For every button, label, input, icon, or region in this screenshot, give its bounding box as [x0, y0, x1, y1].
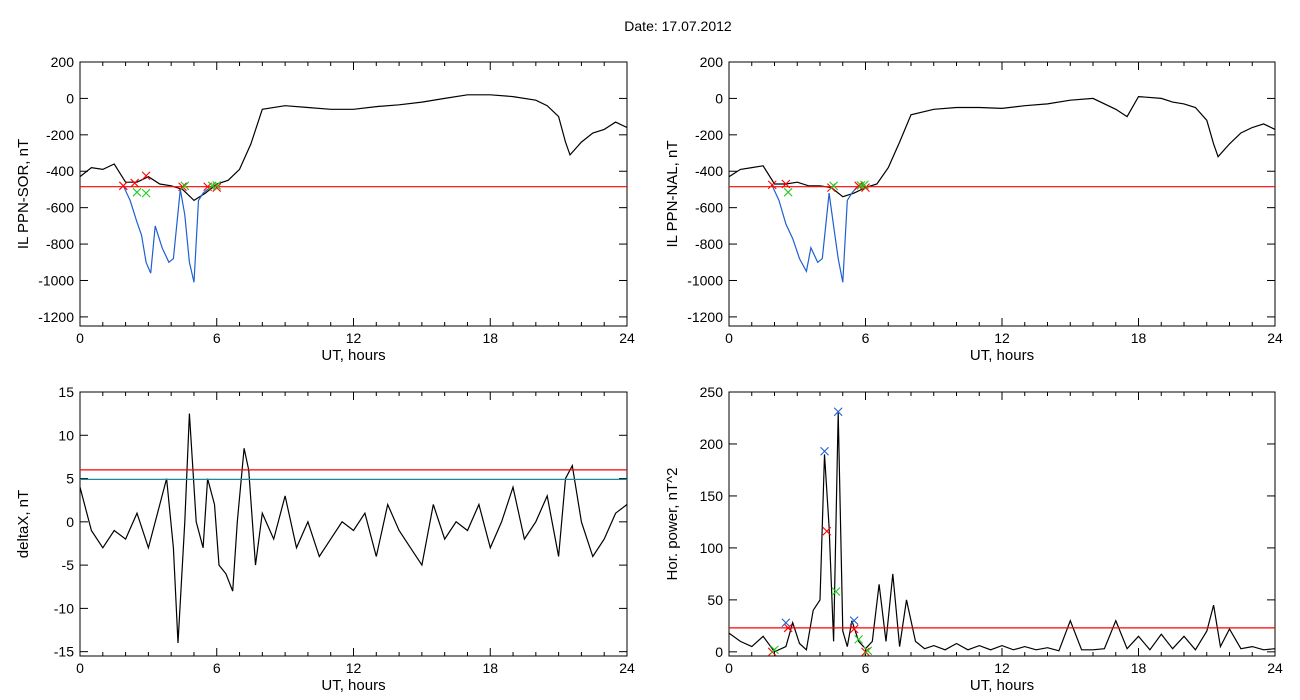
panel-2-marker-2 [859, 180, 869, 190]
panel-2-marker-2 [856, 181, 866, 190]
panel-2-ytick-label: -800 [695, 236, 723, 252]
panel-1-ytick-label: -800 [46, 236, 74, 252]
panel-4-ytick-label: 200 [700, 436, 724, 452]
panel-2-marker-2 [829, 181, 839, 191]
panel-1-xtick-label: 0 [76, 330, 84, 346]
panel-3-series-1 [80, 413, 627, 644]
panel-4-ytick-label: 250 [700, 384, 724, 400]
panel-1-marker-1 [212, 183, 222, 193]
panel-4-marker-3 [831, 587, 841, 596]
panel-2-frame [728, 61, 1276, 327]
panel-4-series-1 [729, 412, 1275, 653]
panel-4-marker-2 [820, 446, 829, 456]
panel-4-ytick-label: 0 [715, 644, 723, 660]
panel-4-xtick-label: 12 [994, 660, 1010, 676]
panel-3-ytick-label: 5 [66, 471, 74, 487]
panel-2-series-2 [771, 185, 864, 283]
panel-1-marker-2 [212, 181, 222, 190]
panel-4-marker-3 [863, 646, 873, 656]
panel-1-ytick-label: -200 [46, 127, 74, 143]
panel-2-marker-1 [781, 179, 791, 189]
panel-1-marker-1 [141, 171, 151, 181]
panel-4-xlabel: UT, hours [970, 677, 1034, 694]
panel-2-xtick-label: 18 [1131, 330, 1147, 346]
panel-3-xtick-label: 18 [482, 660, 498, 676]
panel-3-ytick-label: 0 [66, 514, 74, 530]
panel-4-marker-1 [783, 623, 793, 633]
panel-3-xlabel: UT, hours [321, 677, 385, 694]
panel-2-ytick-label: 0 [715, 90, 723, 106]
panel-4-xtick-label: 18 [1131, 660, 1147, 676]
panel-2-xtick-label: 24 [1267, 330, 1283, 346]
panel-2-xtick-label: 6 [862, 330, 870, 346]
panel-3-ylabel: deltaX, nT [15, 490, 32, 558]
panel-4-marker-1 [849, 624, 859, 634]
panel-1-xtick-label: 6 [213, 330, 221, 346]
panel-2-marker-2 [783, 187, 793, 197]
panel-2-marker-1 [767, 180, 777, 190]
panel-3-ytick-label: 10 [58, 427, 74, 443]
panel-4-xtick-label: 24 [1267, 660, 1283, 676]
panel-1-xlabel: UT, hours [321, 347, 385, 364]
panel-2-marker-1 [861, 183, 870, 193]
panel-2-ytick-label: -400 [695, 163, 723, 179]
figure-title: Date: 17.07.2012 [624, 18, 732, 34]
panel-1-ytick-label: -400 [46, 163, 74, 179]
panel-3-frame [79, 391, 628, 657]
panel-1-marker-2 [180, 181, 190, 191]
panel-4-marker-2 [833, 407, 843, 417]
panel-1-series-2 [122, 185, 215, 283]
panel-2-ytick-label: -200 [695, 127, 723, 143]
panel-3-ytick-label: 15 [58, 384, 74, 400]
panel-4-marker-3 [770, 645, 779, 655]
panel-4-marker-3 [854, 634, 864, 644]
panel-1-ytick-label: -1200 [38, 309, 74, 325]
panel-1-marker-2 [132, 187, 142, 197]
panel-3-ytick-label: -15 [54, 644, 74, 660]
panel-2-xtick-label: 0 [725, 330, 733, 346]
panel-2-ytick-label: -1200 [687, 309, 723, 325]
panel-1-marker-1 [118, 181, 128, 191]
panel-2-xtick-label: 12 [994, 330, 1010, 346]
panel-4-marker-2 [849, 616, 859, 626]
panel-2-ylabel: IL PPN-NAL, nT [664, 141, 681, 248]
panel-3-xtick-label: 0 [76, 660, 84, 676]
panel-1-xtick-label: 24 [619, 330, 635, 346]
panel-1-frame [79, 61, 628, 327]
panel-4-frame [728, 391, 1276, 657]
panel-4-marker-1 [822, 526, 832, 536]
panel-2-ytick-label: -600 [695, 200, 723, 216]
panel-1-marker-1 [178, 182, 187, 192]
panel-2-ytick-label: 200 [700, 54, 724, 70]
panel-4-ytick-label: 100 [700, 540, 724, 556]
panel-1-ytick-label: -1000 [38, 272, 74, 288]
panel-4-ylabel: Hor. power, nT^2 [664, 468, 681, 581]
panel-4-ytick-label: 150 [700, 488, 724, 504]
panel-1-xtick-label: 18 [482, 330, 498, 346]
panel-4-marker-2 [781, 618, 791, 628]
panel-3-ytick-label: -10 [54, 600, 74, 616]
panel-1-ytick-label: 200 [51, 54, 75, 70]
panel-3-ytick-label: -5 [62, 557, 75, 573]
panel-2-series-1 [729, 95, 1275, 198]
panel-3-xtick-label: 6 [213, 660, 221, 676]
panel-4-xtick-label: 0 [725, 660, 733, 676]
panel-1-marker-1 [130, 178, 140, 188]
panel-2-xlabel: UT, hours [970, 347, 1034, 364]
panel-1-marker-2 [141, 188, 151, 198]
panel-1-series-1 [80, 94, 627, 202]
panel-3-xtick-label: 12 [346, 660, 362, 676]
panel-1-ytick-label: -600 [46, 200, 74, 216]
panel-1-xtick-label: 12 [346, 330, 362, 346]
panel-2-ytick-label: -1000 [687, 272, 723, 288]
panel-3-xtick-label: 24 [619, 660, 635, 676]
panel-1-ylabel: IL PPN-SOR, nT [15, 139, 32, 249]
panel-4-xtick-label: 6 [862, 660, 870, 676]
panel-4-marker-1 [861, 647, 870, 657]
panel-1-ytick-label: 0 [66, 90, 74, 106]
panel-4-ytick-label: 50 [707, 592, 723, 608]
